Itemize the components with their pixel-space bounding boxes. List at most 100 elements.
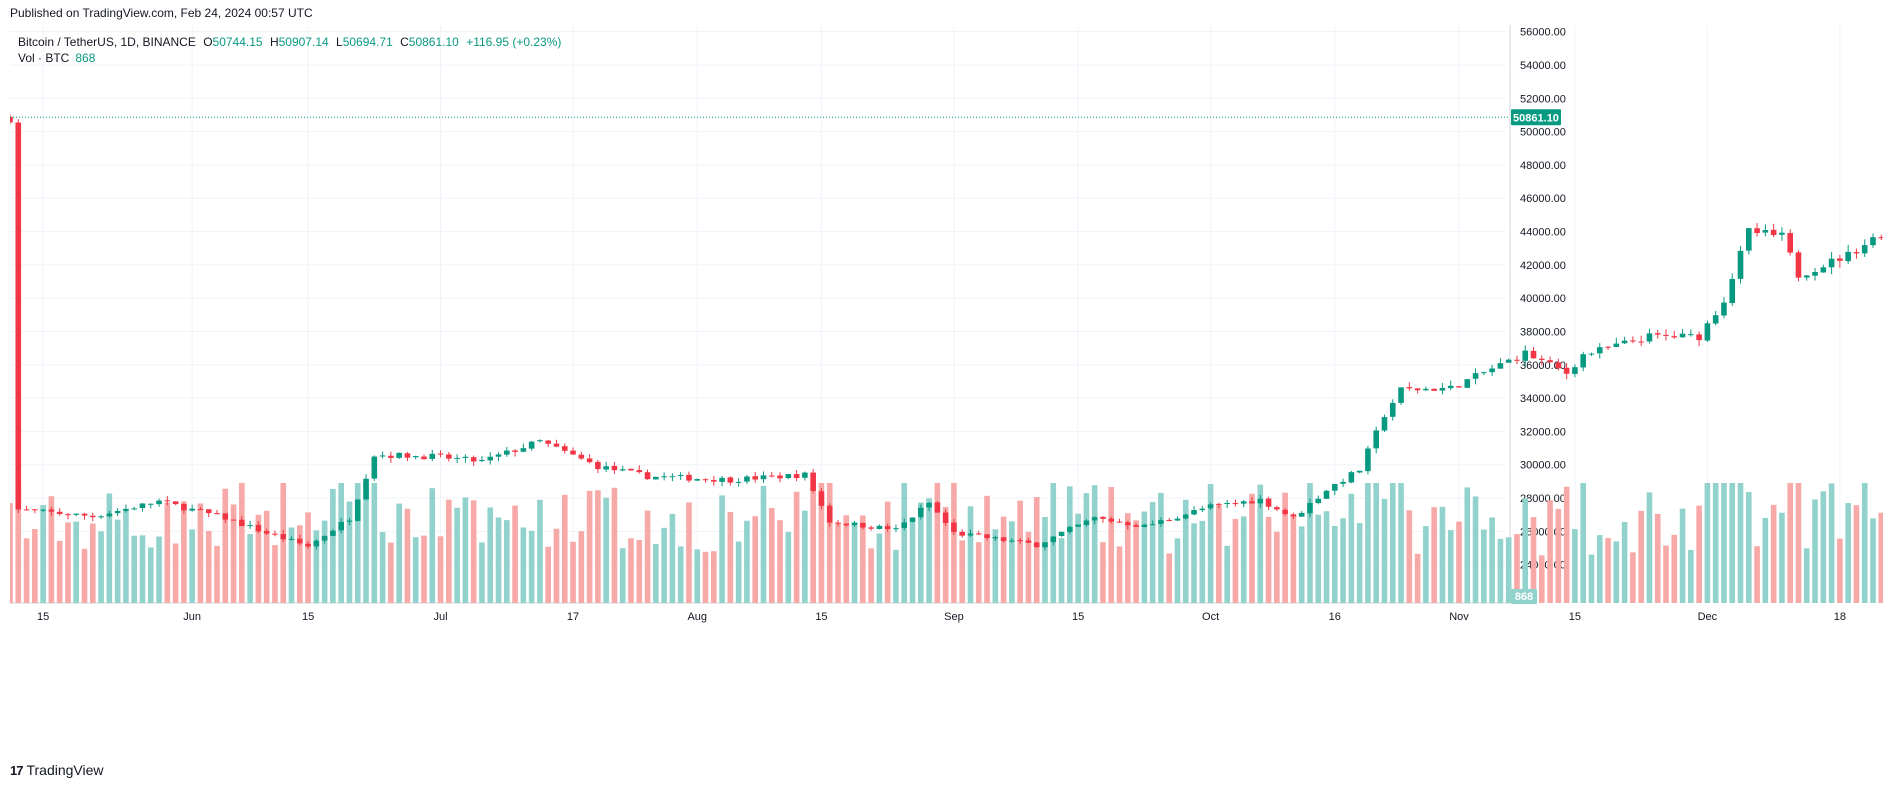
volume-bar — [1249, 493, 1255, 603]
volume-bar — [23, 538, 30, 603]
candle — [1356, 470, 1363, 474]
candle — [702, 478, 709, 483]
chart-frame[interactable]: 24000.0026000.0028000.0030000.0032000.00… — [10, 25, 1883, 756]
candle-body — [1679, 333, 1686, 338]
volume-bar — [81, 548, 88, 603]
candle-body — [868, 527, 874, 529]
candle — [1853, 248, 1860, 259]
candle-body — [263, 530, 270, 534]
time-tick-label: Oct — [1202, 611, 1219, 623]
candle-body — [561, 446, 568, 451]
candle — [446, 451, 452, 462]
tradingview-footer[interactable]: 17 TradingView — [10, 762, 104, 778]
candle — [1116, 518, 1123, 523]
candle-body — [777, 475, 783, 479]
candle-body — [851, 522, 858, 526]
volume-bar — [32, 529, 38, 603]
candle-body — [1770, 229, 1777, 235]
candle — [570, 447, 576, 455]
candle — [330, 528, 336, 537]
candle-body — [694, 479, 701, 481]
candle-body — [1497, 363, 1504, 369]
volume-bar — [835, 522, 841, 603]
candle-body — [918, 507, 924, 518]
volume-bar — [1721, 483, 1727, 603]
candle — [843, 523, 850, 527]
candle — [1572, 364, 1578, 378]
volume-bar — [114, 519, 121, 603]
candle — [321, 535, 328, 544]
candle-body — [313, 540, 320, 547]
volume-bar — [363, 483, 369, 603]
volume-bar — [1406, 510, 1413, 603]
volume-bar — [967, 506, 974, 603]
candle — [1133, 523, 1139, 528]
candle — [653, 476, 659, 480]
candle-body — [131, 508, 137, 510]
candle-body — [1240, 501, 1247, 504]
candle — [1199, 505, 1206, 512]
candle — [1845, 244, 1851, 265]
candle-body — [619, 469, 626, 471]
candle — [628, 468, 634, 471]
candle — [735, 478, 742, 487]
candle-body — [1365, 448, 1371, 472]
volume-legend-value: 868 — [75, 51, 96, 65]
volume-bar — [1828, 483, 1835, 603]
candle — [1290, 512, 1297, 519]
volume-bar — [1199, 520, 1206, 603]
candle-body — [1207, 504, 1214, 509]
candle — [694, 478, 701, 481]
volume-bar — [578, 531, 585, 603]
candlestick-chart[interactable]: 24000.0026000.0028000.0030000.0032000.00… — [10, 25, 1883, 756]
candle-body — [15, 122, 22, 510]
candle-body — [1265, 498, 1272, 507]
candle — [470, 455, 477, 466]
volume-bar — [1712, 483, 1719, 603]
volume-bar — [1373, 483, 1379, 603]
candle-body — [504, 450, 510, 455]
candle — [611, 461, 618, 474]
candle — [586, 454, 593, 464]
candle-body — [65, 514, 71, 516]
candle-body — [197, 509, 204, 511]
volume-bar — [1489, 517, 1495, 603]
candle — [835, 520, 841, 527]
candle-body — [1522, 350, 1529, 361]
candle-body — [354, 499, 361, 521]
volume-bar — [611, 487, 618, 603]
candle-body — [1249, 501, 1255, 504]
volume-bar — [164, 502, 171, 603]
volume-bar — [1365, 483, 1371, 603]
volume-bar — [1654, 513, 1661, 603]
candle — [1721, 297, 1727, 319]
volume-bar — [1803, 548, 1810, 603]
candle — [1224, 499, 1230, 509]
candle — [967, 529, 974, 537]
candle-body — [239, 519, 245, 526]
candle-body — [752, 476, 758, 480]
candle-body — [1091, 517, 1098, 521]
price-tick-label: 48000.00 — [1520, 160, 1566, 172]
volume-bar — [1398, 483, 1404, 603]
candle-body — [1274, 507, 1280, 510]
candle — [619, 465, 626, 472]
volume-bar — [1274, 531, 1280, 603]
candle-body — [826, 505, 833, 523]
candle — [1837, 254, 1843, 268]
candle-body — [1795, 252, 1802, 278]
volume-bar — [313, 530, 320, 603]
candle-body — [305, 543, 311, 547]
volume-bar — [1456, 521, 1462, 603]
volume-bar — [1530, 517, 1537, 603]
candle — [305, 540, 311, 549]
volume-bar — [346, 501, 353, 603]
candle — [1679, 329, 1686, 338]
volume-bar — [504, 520, 510, 603]
candle — [1812, 268, 1818, 281]
price-tick-label: 46000.00 — [1520, 193, 1566, 205]
candle — [1762, 224, 1769, 237]
candle-body — [909, 517, 916, 522]
volume-bar — [785, 531, 792, 603]
volume-bar — [1058, 538, 1065, 603]
